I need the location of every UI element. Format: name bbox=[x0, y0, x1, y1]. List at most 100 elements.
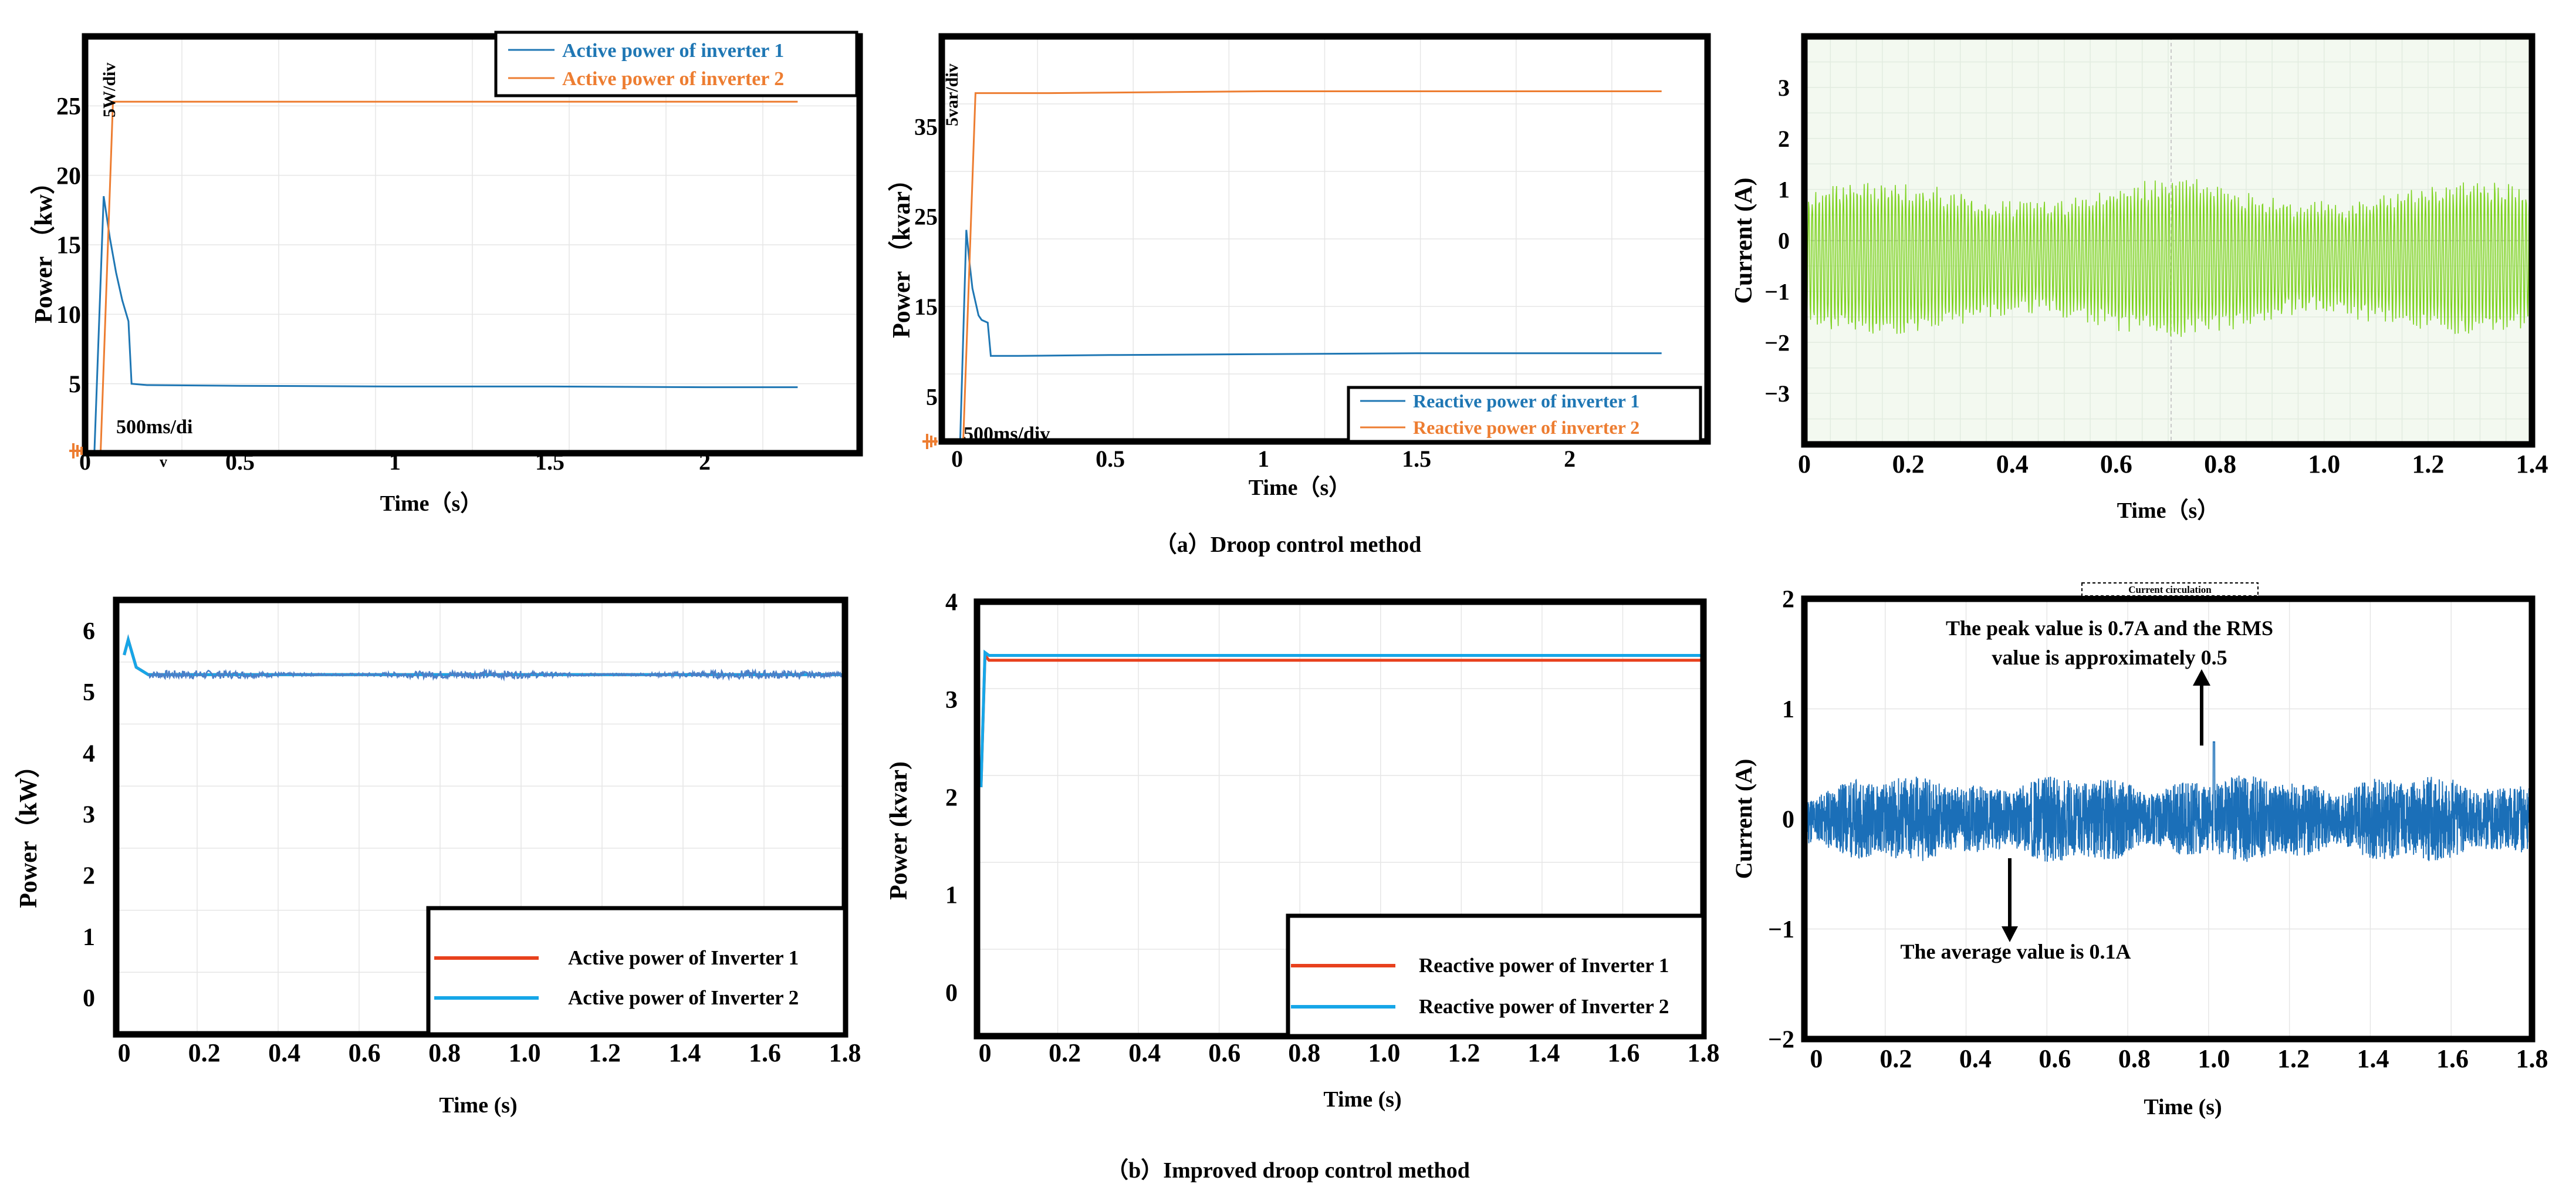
legend-box bbox=[1347, 386, 1702, 443]
y-tick-label: 35 bbox=[914, 113, 938, 140]
cursor-mark: v bbox=[160, 453, 167, 470]
chart-circulating-current-droop: 0 0.2 0.4 0.6 0.8 1.0 1.2 1.4 −3 −2 −1 0 1 2 3 Time（s… bbox=[1730, 33, 2548, 523]
x-tick-label: 0.6 bbox=[2100, 450, 2132, 478]
legend: Active power of Inverter 1 Active power … bbox=[426, 906, 847, 1037]
x-tick-label: 1.0 bbox=[1368, 1038, 1400, 1067]
x-tick-label: 0.2 bbox=[1892, 450, 1925, 478]
y-tick-label: −2 bbox=[1764, 329, 1790, 356]
y-tick-label: 25 bbox=[914, 204, 938, 230]
x-tick-label: 1.6 bbox=[2436, 1044, 2469, 1073]
x-tick-label: 1.2 bbox=[2277, 1044, 2310, 1073]
plot-frame bbox=[82, 33, 863, 457]
series-line-2 bbox=[99, 100, 798, 454]
x-tick-label: 0.4 bbox=[268, 1038, 300, 1067]
x-tick-label: 1.5 bbox=[1402, 446, 1431, 472]
plot-frame bbox=[938, 33, 1711, 445]
caption-a: （a）Droop control method bbox=[1155, 532, 1422, 557]
x-tick-label: 0.5 bbox=[1096, 446, 1125, 472]
x-tick-label: 0 bbox=[79, 448, 91, 475]
scale-note-vertical: 5W/div bbox=[100, 63, 119, 117]
y-tick-label: 25 bbox=[56, 93, 81, 120]
x-tick-label: 1.4 bbox=[2516, 450, 2548, 478]
y-tick-label: 2 bbox=[1782, 586, 1794, 613]
y-tick-label: 4 bbox=[83, 740, 95, 767]
x-tick-label: 1.8 bbox=[2516, 1044, 2548, 1073]
chart-circulating-current-improved: 0 0.2 0.4 0.6 0.8 1.0 1.2 1.4 1.6 1.8 −2 −1 0 1 2 Tim… bbox=[1730, 582, 2548, 1119]
legend-label-inverter-2: Reactive power of inverter 2 bbox=[1413, 417, 1639, 438]
x-tick-label: 2 bbox=[1564, 446, 1576, 472]
chart-reactive-power-droop: 0 0.5 1 1.5 2 5 15 25 35 Time（s） Power （kvar） 5… bbox=[888, 33, 1711, 500]
y-tick-label: 4 bbox=[945, 589, 958, 616]
scale-note-horizontal: 500ms/di bbox=[116, 416, 192, 438]
series-line-2 bbox=[123, 634, 845, 676]
x-tick-label: 0.6 bbox=[2039, 1044, 2071, 1073]
y-axis-label: Power（kW） bbox=[15, 753, 42, 908]
y-axis-label: Current (A) bbox=[1730, 177, 1757, 303]
y-tick-label: −1 bbox=[1768, 916, 1794, 943]
x-tick-label: 1.5 bbox=[535, 448, 564, 475]
series-line-2 bbox=[979, 649, 1703, 788]
x-tick-label: 1 bbox=[389, 448, 401, 475]
x-axis-label: Time（s） bbox=[380, 491, 483, 516]
y-tick-label: 15 bbox=[914, 294, 938, 320]
y-tick-label: 0 bbox=[83, 985, 95, 1012]
legend-label-inverter-1: Active power of inverter 1 bbox=[562, 40, 784, 62]
legend: Reactive power of Inverter 1 Reactive po… bbox=[1286, 913, 1706, 1038]
x-tick-label: 0.2 bbox=[1879, 1044, 1912, 1073]
legend-box bbox=[494, 31, 858, 97]
y-tick-label: 1 bbox=[1782, 696, 1794, 723]
x-tick-label: 0 bbox=[118, 1038, 131, 1067]
x-tick-label: 1.2 bbox=[589, 1038, 621, 1067]
x-tick-label: 1.2 bbox=[1448, 1038, 1480, 1067]
x-tick-label: 1.4 bbox=[1527, 1038, 1560, 1067]
legend-box bbox=[1286, 913, 1706, 1038]
x-tick-label: 0.8 bbox=[428, 1038, 461, 1067]
legend-box bbox=[426, 906, 847, 1037]
y-tick-label: −1 bbox=[1764, 278, 1790, 305]
x-tick-label: 1.4 bbox=[2357, 1044, 2389, 1073]
arrow-down-icon bbox=[2002, 858, 2018, 942]
x-axis-label: Time（s） bbox=[1249, 475, 1351, 500]
x-tick-label: 0.2 bbox=[1049, 1038, 1081, 1067]
y-tick-label: 0 bbox=[1782, 807, 1794, 834]
x-tick-label: 0.4 bbox=[1959, 1044, 1992, 1073]
chart-active-power-improved: 0 0.2 0.4 0.6 0.8 1.0 1.2 1.4 1.6 1.8 0 1 2 3 4 5 6 Tim… bbox=[15, 596, 861, 1118]
y-tick-label: 5 bbox=[83, 679, 95, 706]
x-tick-label: 0.5 bbox=[225, 448, 255, 475]
legend: Active power of inverter 1 Active power … bbox=[494, 31, 858, 97]
annotation-peak-line-2: value is approximately 0.5 bbox=[1992, 646, 2227, 669]
series-line-1 bbox=[93, 195, 798, 454]
scale-note-horizontal: 500ms/div bbox=[964, 423, 1050, 445]
x-tick-label: 1.2 bbox=[2412, 450, 2444, 478]
y-tick-label: 3 bbox=[945, 687, 958, 714]
x-axis-label: Time (s) bbox=[439, 1093, 517, 1118]
scale-note-vertical: 5var/div bbox=[942, 63, 962, 126]
y-tick-label: 5 bbox=[926, 383, 938, 410]
x-tick-label: 2 bbox=[699, 448, 711, 475]
plot-frame bbox=[1801, 33, 2536, 448]
x-axis-label: Time（s） bbox=[2117, 498, 2220, 523]
legend-label-inverter-1: Active power of Inverter 1 bbox=[568, 946, 799, 969]
x-tick-label: 1.8 bbox=[1688, 1038, 1720, 1067]
y-tick-label: 5 bbox=[69, 371, 81, 398]
annotation-average: The average value is 0.1A bbox=[1901, 940, 2131, 963]
legend: Reactive power of inverter 1 Reactive po… bbox=[1347, 386, 1702, 443]
x-tick-label: 0.8 bbox=[1288, 1038, 1320, 1067]
legend-label-inverter-1: Reactive power of inverter 1 bbox=[1413, 390, 1639, 412]
y-tick-label: 1 bbox=[83, 924, 95, 951]
x-tick-label: 0.2 bbox=[188, 1038, 221, 1067]
x-tick-label: 0.8 bbox=[2118, 1044, 2151, 1073]
y-axis-label: Current (A) bbox=[1730, 759, 1757, 879]
x-axis-label: Time (s) bbox=[1323, 1087, 1401, 1112]
y-tick-label: 20 bbox=[56, 163, 81, 190]
legend-label-inverter-2: Reactive power of Inverter 2 bbox=[1419, 995, 1669, 1018]
x-tick-label: 1.4 bbox=[669, 1038, 701, 1067]
x-tick-label: 1.0 bbox=[2308, 450, 2340, 478]
series-line-current bbox=[1804, 179, 2533, 337]
chart-title: Current circulation bbox=[2128, 584, 2212, 595]
y-tick-label: 0 bbox=[1778, 228, 1790, 254]
x-tick-label: 0 bbox=[979, 1038, 992, 1067]
y-tick-label: 1 bbox=[1778, 177, 1790, 203]
ground-icon bbox=[69, 443, 83, 458]
series-ripple bbox=[147, 668, 845, 682]
